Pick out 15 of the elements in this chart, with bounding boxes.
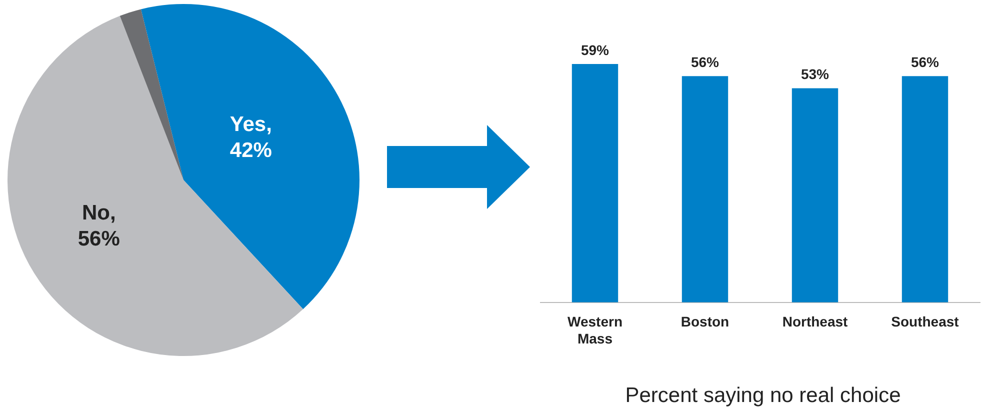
x-tick-label: Northeast: [782, 314, 848, 330]
data-label: 56%: [690, 54, 720, 70]
text: ,: [266, 112, 272, 136]
x-tick-label: Boston: [680, 314, 730, 330]
slice-label: Yes: [230, 112, 266, 136]
data-label: 59%: [580, 42, 610, 58]
text: ,: [110, 201, 116, 224]
data-label: 42%: [230, 138, 272, 162]
slice-label: No: [82, 201, 110, 224]
x-tick-label: Western Mass: [568, 314, 622, 346]
data-label: 56%: [78, 227, 120, 250]
data-label: 56%: [910, 54, 940, 70]
text: Percent saying no real choice: [624, 384, 902, 408]
x-tick-label: Southeast: [891, 314, 960, 330]
data-label: 53%: [800, 66, 830, 82]
